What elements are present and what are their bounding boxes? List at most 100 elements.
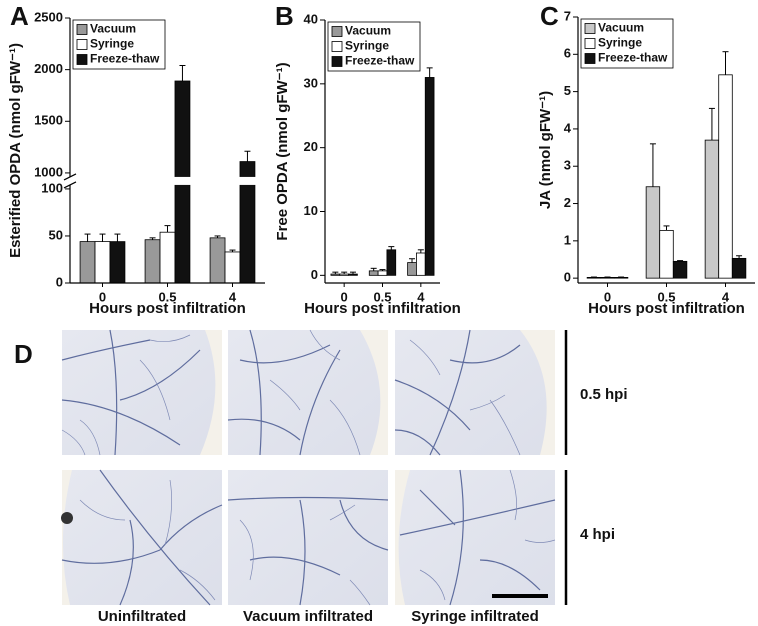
column-label: Vacuum infiltrated xyxy=(243,608,373,625)
error-bar xyxy=(99,233,106,242)
x-tick-label: 0.5 xyxy=(158,289,176,304)
y-tick-label: 6 xyxy=(564,46,571,61)
legend-swatch xyxy=(76,54,88,65)
bar xyxy=(224,251,241,284)
legend-swatch xyxy=(76,39,88,50)
micrograph xyxy=(395,469,556,606)
error-bar xyxy=(179,65,186,82)
bar xyxy=(377,270,388,276)
bar xyxy=(645,186,661,279)
panel-label: D xyxy=(14,339,33,369)
error-bar xyxy=(149,237,156,240)
x-tick-label: 0.5 xyxy=(373,289,391,304)
error-bar xyxy=(341,271,348,275)
row-label: 0.5 hpi xyxy=(580,386,628,403)
error-bar xyxy=(244,150,251,162)
error-bar xyxy=(164,225,171,233)
panel-d: D xyxy=(14,329,628,625)
x-tick-label: 0 xyxy=(604,289,611,304)
micrograph xyxy=(61,329,222,456)
row-label: 4 hpi xyxy=(580,526,615,543)
y-axis-title: Free OPDA (nmol gFW⁻¹) xyxy=(274,62,291,240)
y-tick-label: 2000 xyxy=(34,61,63,76)
bar xyxy=(718,74,733,279)
bar xyxy=(209,237,226,284)
error-bar xyxy=(426,67,433,78)
column-label: Syringe infiltrated xyxy=(411,608,539,625)
y-tick-label: 40 xyxy=(304,11,318,26)
error-bar xyxy=(229,249,236,252)
y-axis-title: JA (nmol gFW⁻¹) xyxy=(537,91,554,209)
x-axis-title: Hours post infiltration xyxy=(89,300,246,317)
y-axis-title: Esterified OPDA (nmol gFW⁻¹) xyxy=(7,43,24,258)
legend-box xyxy=(327,21,421,72)
legend-label: Syringe xyxy=(598,36,642,50)
legend-swatch xyxy=(331,26,343,37)
panel-label: B xyxy=(275,1,294,31)
axis-break-mark xyxy=(63,173,77,181)
y-tick-label: 0 xyxy=(311,267,318,282)
y-tick-label: 4 xyxy=(564,120,572,135)
bar xyxy=(731,257,747,279)
micrograph xyxy=(227,470,389,606)
legend-swatch xyxy=(331,41,343,52)
y-tick-label: 20 xyxy=(304,139,318,154)
panel-label: A xyxy=(10,1,29,31)
bar xyxy=(704,139,720,279)
panel-label: C xyxy=(540,1,559,31)
legend-swatch xyxy=(584,38,596,49)
bar xyxy=(144,239,161,284)
y-tick-label: 0 xyxy=(564,270,571,285)
legend-label: Vacuum xyxy=(90,22,136,36)
bar xyxy=(348,273,358,276)
x-tick-label: 0 xyxy=(341,289,348,304)
bar xyxy=(368,270,379,276)
legend-label: Vacuum xyxy=(598,21,644,35)
bar xyxy=(79,241,96,284)
axis-break-mark xyxy=(63,181,77,189)
bar xyxy=(424,77,435,276)
bar xyxy=(330,273,341,276)
legend-label: Syringe xyxy=(345,39,389,53)
x-tick-label: 0 xyxy=(99,289,106,304)
micrograph xyxy=(394,329,555,456)
y-tick-label: 1500 xyxy=(34,113,63,128)
error-bar xyxy=(379,269,386,271)
bar xyxy=(659,229,674,279)
error-bar xyxy=(370,267,377,271)
error-bar xyxy=(388,246,395,250)
legend-label: Freeze-thaw xyxy=(598,51,668,65)
error-bar xyxy=(84,233,91,242)
legend-swatch xyxy=(584,23,596,34)
error-bar xyxy=(349,271,356,275)
error-bar xyxy=(409,258,416,263)
error-bar xyxy=(677,260,684,262)
x-tick-label: 4 xyxy=(417,289,425,304)
bar xyxy=(109,241,126,284)
y-tick-label: 1000 xyxy=(34,164,63,179)
column-label: Uninfiltrated xyxy=(98,608,186,625)
error-bar xyxy=(736,255,743,259)
x-tick-label: 0.5 xyxy=(657,289,675,304)
error-bar xyxy=(417,249,424,253)
bar xyxy=(416,252,426,276)
bar xyxy=(339,273,349,276)
y-tick-label: 1 xyxy=(564,232,571,247)
y-tick-label: 2500 xyxy=(34,9,63,24)
y-tick-label: 3 xyxy=(564,158,571,173)
legend-swatch xyxy=(584,53,596,64)
y-tick-label: 30 xyxy=(304,75,318,90)
y-tick-label: 2 xyxy=(564,195,571,210)
legend-label: Freeze-thaw xyxy=(90,52,160,66)
y-tick-label: 7 xyxy=(564,8,571,23)
legend-box xyxy=(580,18,674,69)
legend-box xyxy=(72,19,166,70)
y-tick-label: 50 xyxy=(49,227,63,242)
bar xyxy=(672,260,688,279)
legend-swatch xyxy=(76,24,88,35)
